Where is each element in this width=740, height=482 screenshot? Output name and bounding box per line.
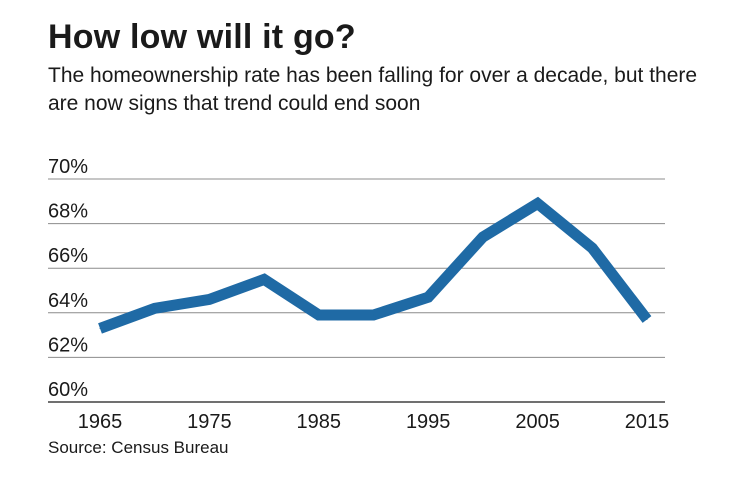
x-tick-label: 2015 bbox=[625, 411, 670, 433]
x-tick-label: 1995 bbox=[406, 411, 451, 433]
y-tick-label: 70% bbox=[48, 156, 88, 178]
data-point bbox=[482, 236, 484, 238]
data-point bbox=[537, 203, 539, 205]
data-point bbox=[99, 327, 101, 329]
x-axis-ticks: 1965 1975 1985 1995 2005 2015 bbox=[78, 411, 670, 433]
y-tick-label: 68% bbox=[48, 201, 88, 223]
series-layer bbox=[98, 196, 652, 334]
x-tick-label: 2005 bbox=[515, 411, 560, 433]
data-point bbox=[646, 318, 648, 320]
x-tick-label: 1965 bbox=[78, 411, 123, 433]
series-line bbox=[98, 196, 652, 334]
y-tick-label: 66% bbox=[48, 245, 88, 267]
source-note: Source: Census Bureau bbox=[48, 438, 229, 457]
data-point bbox=[318, 314, 320, 316]
data-point bbox=[154, 307, 156, 309]
data-point bbox=[373, 314, 374, 316]
y-axis-ticks: 60% 62% 64% 66% 68% 70% bbox=[48, 156, 88, 401]
data-point bbox=[591, 247, 593, 249]
x-tick-label: 1975 bbox=[187, 411, 232, 433]
data-point bbox=[208, 298, 210, 300]
y-tick-label: 64% bbox=[48, 290, 88, 312]
y-tick-label: 62% bbox=[48, 334, 88, 356]
y-tick-label: 60% bbox=[48, 379, 88, 401]
x-tick-label: 1985 bbox=[297, 411, 342, 433]
data-point bbox=[263, 278, 265, 280]
chart-title: How low will it go? bbox=[48, 18, 356, 56]
chart-subtitle: The homeownership rate has been falling … bbox=[48, 64, 698, 115]
data-point bbox=[427, 296, 429, 298]
grid-lines bbox=[48, 178, 665, 403]
